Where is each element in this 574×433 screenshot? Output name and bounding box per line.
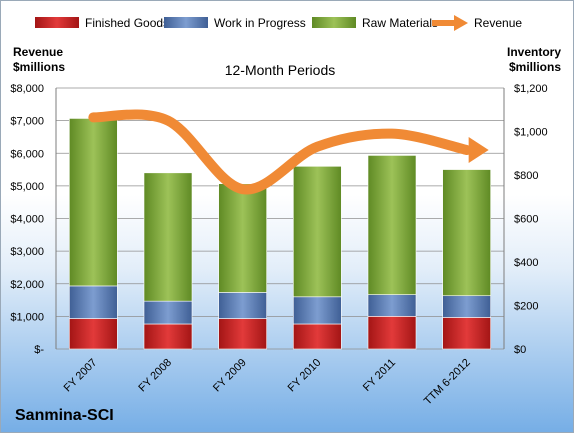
y-left-tick-label: $-	[34, 344, 44, 356]
y-left-title-line2: $millions	[13, 60, 65, 74]
y-right-tick-label: $1,200	[514, 83, 548, 95]
raw-materials-bar	[442, 169, 491, 297]
raw-materials-bar	[143, 172, 193, 302]
y-right-tick-label: $600	[514, 214, 538, 226]
y-right-title-line1: Inventory	[507, 45, 561, 59]
work-in-progress-bar	[69, 285, 118, 319]
finished-goods-bar	[442, 317, 491, 350]
raw-materials-bar	[218, 183, 267, 293]
x-tick-label: TTM 6-2012	[422, 357, 473, 408]
y-left-tick-label: $4,000	[10, 214, 44, 226]
raw-materials-bar	[293, 166, 342, 298]
y-left-tick-label: $7,000	[10, 116, 44, 128]
x-tick-label: FY 2008	[136, 357, 174, 395]
raw-materials-bar	[367, 155, 417, 295]
y-left-tick-label: $1,000	[10, 311, 44, 323]
y-right-title-line2: $millions	[509, 60, 561, 74]
legend-work-in-progress-swatch	[164, 17, 208, 28]
work-in-progress-bar	[442, 295, 491, 318]
legend-revenue-text: Revenue	[474, 16, 522, 30]
x-tick-label: FY 2009	[211, 357, 249, 395]
x-tick-label: FY 2011	[361, 357, 398, 394]
legend-revenue-arrowhead	[454, 15, 468, 31]
finished-goods-bar	[143, 323, 193, 350]
y-right-tick-label: $800	[514, 170, 538, 182]
y-left-tick-label: $5,000	[10, 181, 44, 193]
x-tick-label: FY 2010	[286, 357, 324, 395]
y-right-tick-label: $0	[514, 344, 526, 356]
finished-goods-bar	[293, 323, 342, 350]
legend-work-in-progress-text: Work in Progress	[214, 16, 306, 30]
revenue-arrowhead	[468, 136, 489, 163]
legend-raw-materials-swatch	[312, 17, 356, 28]
raw-materials-bar	[69, 118, 118, 287]
y-left-tick-label: $8,000	[10, 83, 44, 95]
chart-title: 12-Month Periods	[225, 62, 336, 78]
legend-finished-goods-text: Finished Goods	[85, 16, 169, 30]
work-in-progress-bar	[218, 292, 267, 319]
y-right-tick-label: $1,000	[514, 127, 548, 139]
legend-raw-materials-text: Raw Materials	[362, 16, 438, 30]
y-right-tick-label: $400	[514, 257, 538, 269]
work-in-progress-bar	[293, 296, 342, 325]
y-left-tick-label: $6,000	[10, 148, 44, 160]
work-in-progress-bar	[367, 294, 417, 317]
work-in-progress-bar	[143, 300, 193, 325]
legend-finished-goods-swatch	[35, 17, 79, 28]
finished-goods-bar	[69, 318, 118, 350]
y-left-title-line1: Revenue	[13, 45, 63, 59]
company-name: Sanmina-SCI	[15, 407, 114, 424]
y-left-tick-label: $2,000	[10, 279, 44, 291]
x-tick-label: FY 2007	[62, 357, 100, 395]
finished-goods-bar	[218, 318, 267, 350]
y-left-tick-label: $3,000	[10, 246, 44, 258]
y-right-tick-label: $200	[514, 301, 538, 313]
revenue-line	[88, 109, 472, 195]
finished-goods-bar	[367, 316, 417, 350]
